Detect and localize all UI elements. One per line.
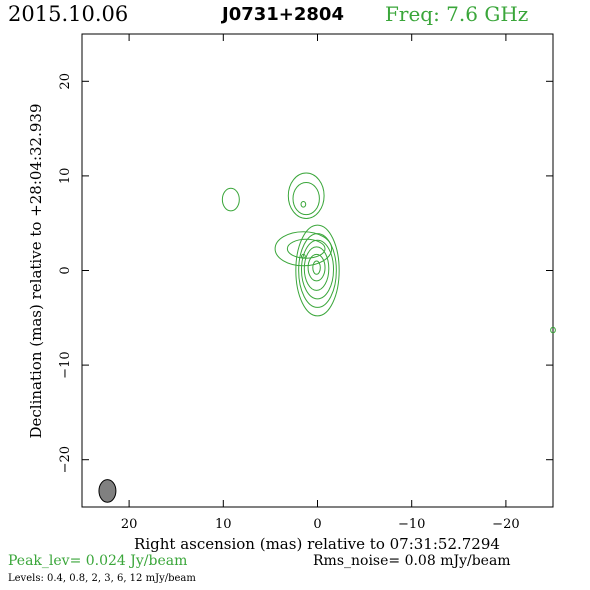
beam-ellipse (98, 479, 117, 503)
contour-line (300, 239, 335, 300)
y-tick-label: −10 (58, 351, 73, 378)
x-tick-label: 0 (313, 517, 321, 532)
contour-line (221, 187, 240, 212)
contour-line (300, 253, 306, 259)
x-axis-label: Right ascension (mas) relative to 07:31:… (134, 535, 500, 553)
x-tick-label: −10 (398, 517, 425, 532)
y-tick-label: 10 (58, 168, 73, 185)
contour-line (303, 246, 330, 291)
contour-line (307, 253, 326, 282)
source-name: J0731+2804 (222, 4, 344, 25)
contour-line (295, 224, 340, 317)
contour-line (300, 200, 307, 208)
x-tick-label: −20 (492, 517, 519, 532)
contour-levels: Levels: 0.4, 0.8, 2, 3, 6, 12 mJy/beam (8, 573, 196, 584)
contour-line (274, 231, 333, 267)
plot-frame (81, 33, 554, 508)
beam-shape (98, 479, 117, 503)
peak-level: Peak_lev= 0.024 Jy/beam (8, 553, 188, 569)
y-tick-labels: 20 10 0 −10 −20 (58, 73, 73, 473)
contours (221, 172, 556, 334)
y-tick-label: 0 (58, 266, 73, 274)
contour-line (287, 172, 325, 219)
contour-line (286, 238, 326, 259)
contour-line (312, 260, 321, 275)
tick-marks (82, 34, 553, 507)
rms-noise: Rms_noise= 0.08 mJy/beam (313, 553, 511, 569)
observation-date: 2015.10.06 (8, 2, 129, 26)
contour-line (550, 326, 556, 334)
y-axis-label: Declination (mas) relative to +28:04:32.… (27, 103, 45, 438)
x-tick-labels: 20 10 0 −10 −20 (121, 517, 520, 532)
contour-line (292, 182, 320, 216)
x-tick-label: 10 (215, 517, 232, 532)
y-tick-label: −20 (58, 446, 73, 473)
x-tick-label: 20 (121, 517, 138, 532)
frequency-label: Freq: 7.6 GHz (385, 2, 529, 26)
y-tick-label: 20 (58, 73, 73, 90)
